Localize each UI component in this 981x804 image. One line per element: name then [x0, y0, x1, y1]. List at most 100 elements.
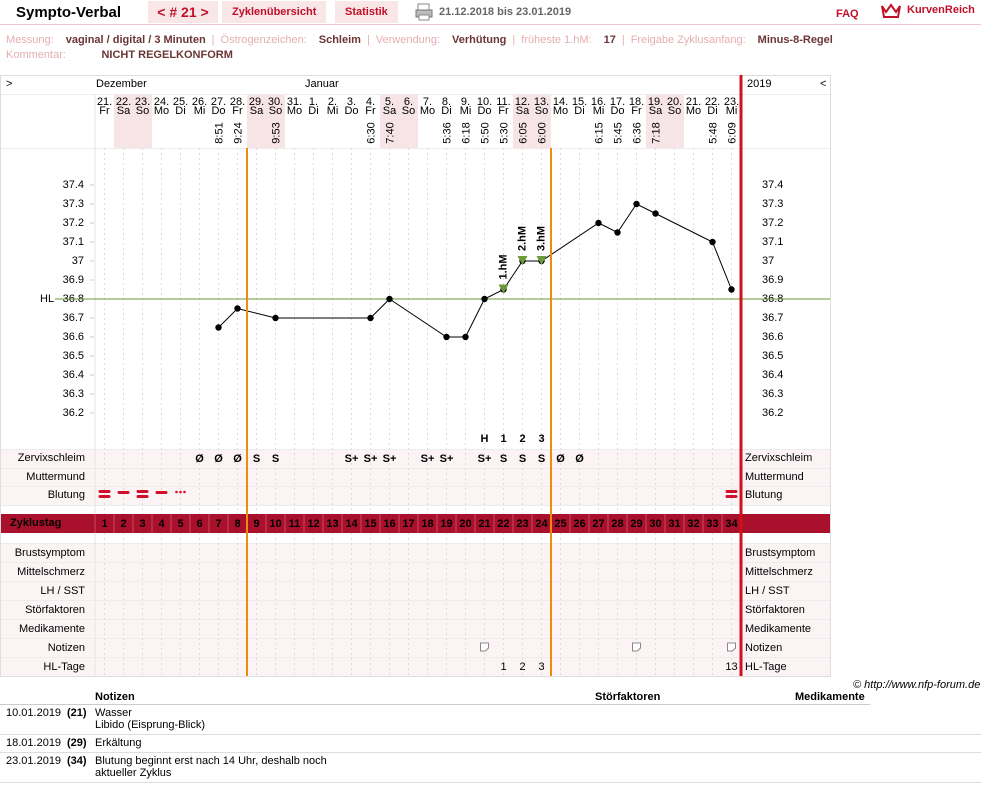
date: 4. [366, 96, 375, 108]
date: 23. [135, 96, 150, 108]
weekday: Sa [516, 105, 530, 117]
weekday: Do [610, 105, 624, 117]
cycle-day: 20 [459, 518, 471, 530]
date: 24. [154, 96, 169, 108]
note-icon [480, 642, 489, 652]
bleeding [183, 490, 186, 494]
weekday: Sa [649, 105, 663, 117]
app-title: Sympto-Verbal [16, 4, 122, 21]
y-tick-label: 37.1 [63, 236, 84, 248]
cycle-day: 25 [554, 518, 566, 530]
info-label: Freigabe Zyklusanfang: [630, 34, 746, 46]
cycle-bar [1, 514, 830, 533]
row-label: Brustsymptom [745, 547, 815, 559]
table-rule [0, 734, 981, 735]
date: 27. [211, 96, 226, 108]
weekday: Mo [553, 105, 568, 117]
cycle-day: 4 [158, 518, 165, 530]
weekend-shade [532, 94, 551, 148]
weekday: Mi [593, 105, 605, 117]
cycle-day: 34 [725, 518, 738, 530]
tab[interactable]: Statistik [335, 1, 398, 23]
row-label: Muttermund [26, 471, 85, 483]
time: 5:30 [498, 122, 510, 143]
time: 9:24 [232, 122, 244, 143]
date: 18. [629, 96, 644, 108]
row-label: Störfaktoren [25, 604, 85, 616]
y-tick-label: 36.9 [762, 274, 783, 286]
weekday: Di [175, 105, 185, 117]
y-tick-label: 36.9 [63, 274, 84, 286]
date: 11. [496, 96, 510, 108]
tab[interactable]: Zyklenübersicht [222, 1, 327, 23]
row-label: Medikamente [745, 623, 811, 635]
weekday: Mi [460, 105, 472, 117]
mucus-symbol: S+ [364, 453, 378, 465]
brand[interactable]: KurvenReich [907, 4, 975, 16]
date: 22. [705, 96, 720, 108]
time: 6:18 [460, 122, 472, 143]
print-icon[interactable] [415, 3, 435, 21]
temperature-point [386, 295, 393, 303]
info-line: Messung: vaginal / digital / 3 Minuten | Ös… [6, 30, 833, 48]
temperature-point [234, 305, 241, 312]
bleeding [117, 491, 130, 494]
info-value: Schleim [318, 34, 361, 46]
table-header: Notizen [95, 691, 135, 703]
info-label: Östrogenzeichen: [220, 34, 307, 46]
weekday: So [535, 105, 548, 117]
info-value: 17 [603, 34, 616, 46]
cycle-day: 9 [253, 518, 259, 530]
mucus-symbol: S [538, 453, 545, 465]
weekday: Sa [250, 105, 264, 117]
peak-label: 2 [519, 433, 525, 445]
mucus-symbol: S+ [478, 453, 492, 465]
notes-table: Notizen Störfaktoren Medikamente 10.01.2019… [0, 689, 981, 801]
cycle-day: 6 [196, 518, 202, 530]
separator: | [512, 34, 516, 46]
row-label: LH / SST [40, 585, 85, 597]
faq-link[interactable]: FAQ [836, 8, 859, 20]
weekday: So [402, 105, 415, 117]
bleeding [98, 495, 111, 498]
mucus-symbol: S [272, 453, 279, 465]
temperature-point [481, 295, 488, 303]
weekday: So [668, 105, 681, 117]
cycle-day: 15 [364, 518, 376, 530]
cycle-nav[interactable]: < # 21 > [148, 1, 218, 23]
cycle-day: 12 [307, 518, 319, 530]
weekday: Di [308, 105, 318, 117]
date: 1. [309, 96, 318, 108]
hl-day: 2 [519, 661, 525, 673]
cycle-day: 19 [440, 518, 452, 530]
temperature-point [462, 333, 469, 341]
y-tick-label: 37.1 [762, 236, 783, 248]
separator: | [366, 34, 370, 46]
y-tick-label: 36.3 [762, 388, 783, 400]
weekday: So [269, 105, 282, 117]
note-text: Libido (Eisprung-Blick) [95, 719, 206, 731]
weekday: Mi [194, 105, 206, 117]
y-tick-label: 37.2 [63, 217, 84, 229]
date: 20. [667, 96, 682, 108]
y-tick-label: 36.6 [63, 331, 84, 343]
temperature-point [614, 229, 621, 236]
month: Januar [305, 78, 339, 90]
cycle-day: 17 [402, 518, 414, 530]
brand-logo [881, 3, 901, 18]
mucus-symbol: Ø [575, 453, 584, 465]
y-tick-label: 37 [72, 255, 84, 267]
note-text: aktueller Zyklus [95, 767, 172, 779]
y-tick-label: 36.7 [63, 312, 84, 324]
cycle-day: 13 [326, 518, 338, 530]
y-tick-label: 36.5 [63, 350, 84, 362]
date: 5. [385, 96, 394, 108]
time: 7:18 [650, 122, 662, 143]
row-label: HL-Tage [745, 661, 787, 673]
date: 16. [591, 96, 606, 108]
cycle-day: 16 [383, 518, 395, 530]
cycle-day: 1 [101, 518, 107, 530]
cycle-day: 31 [668, 518, 680, 530]
y-tick-label: 36.2 [762, 407, 783, 419]
